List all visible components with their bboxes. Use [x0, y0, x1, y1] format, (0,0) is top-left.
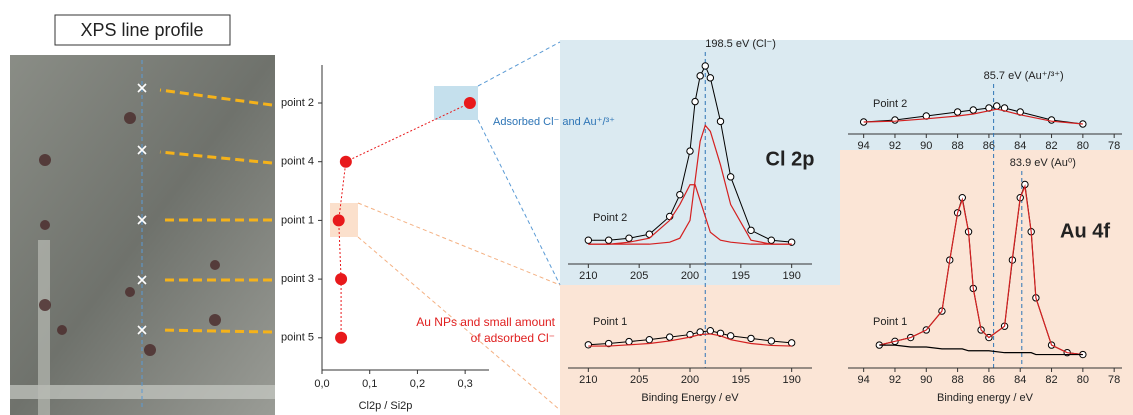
x-tick-label: 205 [630, 374, 648, 386]
panel-label: Point 2 [593, 212, 627, 224]
panel-title: Cl 2p [766, 148, 815, 170]
data-point [585, 342, 591, 348]
data-point [768, 237, 774, 243]
x-axis-label: Binding Energy / eV [641, 392, 739, 404]
dot [335, 332, 347, 344]
data-point [702, 63, 708, 69]
data-point [626, 235, 632, 241]
x-tick-label: 94 [858, 374, 870, 386]
x-tick-label: 84 [1014, 374, 1026, 386]
x-tick-label: 210 [579, 270, 597, 282]
x-tick-label: 205 [630, 270, 648, 282]
data-point [727, 333, 733, 339]
x-tick-label: 90 [920, 140, 932, 152]
x-tick-label: 80 [1077, 374, 1089, 386]
data-point [692, 98, 698, 104]
x-tick-label: 0,1 [362, 378, 377, 390]
panel-title: Au 4f [1060, 220, 1110, 242]
dot [335, 273, 347, 285]
data-point [727, 174, 733, 180]
x-tick-label: 195 [732, 270, 750, 282]
data-point [605, 237, 611, 243]
x-tick-label: 78 [1108, 140, 1120, 152]
x-tick-label: 210 [579, 374, 597, 386]
data-point [954, 109, 960, 115]
data-point [666, 334, 672, 340]
x-tick-label: 82 [1045, 374, 1057, 386]
x-tick-label: 80 [1077, 140, 1089, 152]
x-tick-label: 84 [1014, 140, 1026, 152]
x-tick-label: 94 [858, 140, 870, 152]
x-tick-label: 78 [1108, 374, 1120, 386]
reference-label: 85.7 eV (Au⁺/³⁺) [984, 70, 1064, 82]
x-tick-label: 190 [782, 270, 800, 282]
data-point [687, 148, 693, 154]
data-point [788, 340, 794, 346]
data-point [970, 107, 976, 113]
x-axis-label: Binding energy / eV [937, 392, 1034, 404]
y-tick-label: point 1 [281, 214, 314, 226]
photo-feature [38, 240, 50, 415]
x-tick-label: 92 [889, 374, 901, 386]
x-tick-label: 88 [951, 374, 963, 386]
x-axis-label: Cl2p / Si2p [359, 400, 413, 412]
data-point [707, 75, 713, 81]
x-tick-label: 0,0 [314, 378, 329, 390]
data-point [748, 335, 754, 341]
data-point [768, 338, 774, 344]
panel-label: Point 1 [873, 316, 907, 328]
x-tick-label: 0,2 [410, 378, 425, 390]
panel-label: Point 1 [593, 316, 627, 328]
data-point [707, 328, 713, 334]
x-tick-label: 88 [951, 140, 963, 152]
data-point [697, 73, 703, 79]
annotation: of adsorbed Cl⁻ [471, 331, 555, 345]
data-point [994, 103, 1000, 109]
data-point [1048, 117, 1054, 123]
connector-line [339, 103, 470, 338]
data-point [585, 237, 591, 243]
dot [340, 156, 352, 168]
x-tick-label: 190 [782, 374, 800, 386]
x-tick-label: 200 [681, 374, 699, 386]
data-point [626, 338, 632, 344]
y-tick-label: point 3 [281, 273, 314, 285]
dot [464, 97, 476, 109]
title: XPS line profile [80, 20, 203, 40]
x-tick-label: 0,3 [457, 378, 472, 390]
data-point [717, 118, 723, 124]
y-tick-label: point 5 [281, 332, 314, 344]
panel-label: Point 2 [873, 98, 907, 110]
annotation: Au NPs and small amount [416, 315, 555, 329]
y-tick-label: point 4 [281, 156, 314, 168]
x-tick-label: 86 [983, 374, 995, 386]
x-tick-label: 200 [681, 270, 699, 282]
annotation: Adsorbed Cl⁻ and Au⁺/³⁺ [493, 116, 615, 128]
x-tick-label: 82 [1045, 140, 1057, 152]
dot [333, 214, 345, 226]
y-tick-label: point 2 [281, 97, 314, 109]
x-tick-label: 90 [920, 374, 932, 386]
data-point [892, 117, 898, 123]
reference-label: 198.5 eV (Cl⁻) [705, 38, 776, 50]
data-point [677, 191, 683, 197]
x-tick-label: 92 [889, 140, 901, 152]
data-point [748, 227, 754, 233]
figure: XPS line profile Adsorbed Cl⁻ and Au⁺/³⁺… [0, 0, 1133, 415]
reference-label: 83.9 eV (Au⁰) [1010, 157, 1076, 169]
data-point [646, 336, 652, 342]
x-tick-label: 195 [732, 374, 750, 386]
